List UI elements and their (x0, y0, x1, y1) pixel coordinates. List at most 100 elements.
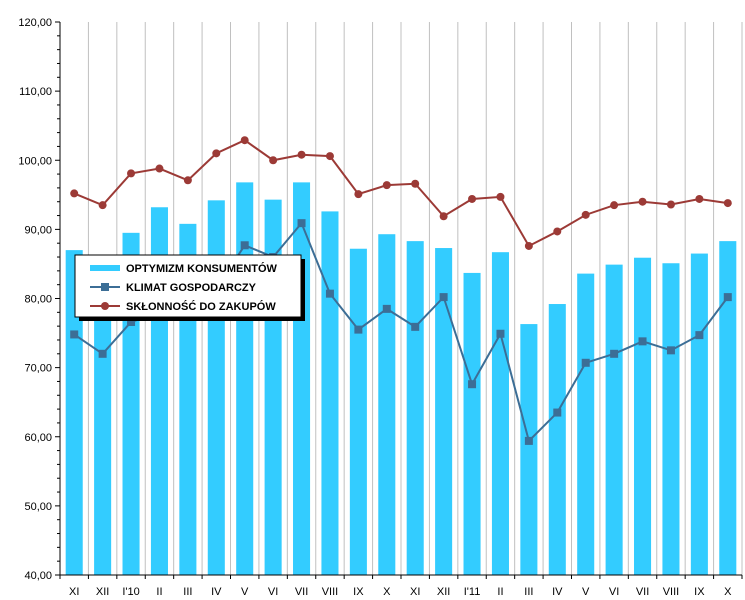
line-point (269, 156, 278, 165)
y-tick-label: 50,00 (24, 501, 52, 513)
y-tick-label: 100,00 (18, 155, 52, 167)
line-point (98, 349, 107, 358)
line-point (723, 199, 732, 208)
x-tick-label: V (582, 586, 590, 598)
x-tick-label: IV (211, 586, 222, 598)
bar (690, 253, 708, 575)
bar (349, 248, 367, 576)
x-tick-label: XI (69, 586, 79, 598)
x-tick-label: XII (96, 586, 109, 598)
line-point (411, 322, 420, 331)
y-tick-label: 60,00 (24, 432, 52, 444)
line-point (553, 227, 562, 236)
x-tick-label: II (156, 586, 162, 598)
x-tick-label: VII (295, 586, 308, 598)
line-point (297, 150, 306, 159)
bar (293, 182, 311, 575)
line-point (98, 201, 107, 210)
line-point (553, 408, 562, 417)
line-point (212, 149, 221, 158)
line-point (638, 197, 647, 206)
bar (435, 248, 453, 575)
line-point (638, 337, 647, 346)
x-tick-label: II (497, 586, 503, 598)
line-point (325, 289, 334, 298)
y-tick-label: 120,00 (18, 17, 52, 29)
x-tick-label: I'10 (122, 586, 139, 598)
line-point (496, 192, 505, 201)
line-point (496, 329, 505, 338)
line-point (468, 380, 477, 389)
line-point (325, 152, 334, 161)
legend-label-sklonnosc: SKŁONNOŚĆ DO ZAKUPÓW (126, 300, 276, 313)
line-point (354, 190, 363, 199)
x-tick-label: IX (694, 586, 705, 598)
line-point (524, 241, 533, 250)
line-point (439, 293, 448, 302)
legend-swatch-klimat-marker (101, 283, 109, 291)
x-tick-label: VIII (322, 586, 339, 598)
line-point (411, 179, 420, 188)
bar (605, 264, 623, 575)
line-point (70, 189, 79, 198)
line-series (70, 136, 732, 445)
legend: OPTYMIZM KONSUMENTÓW KLIMAT GOSPODARCZY … (74, 254, 305, 321)
line-point (240, 241, 249, 250)
line-point (240, 136, 249, 145)
x-tick-label: III (183, 586, 192, 598)
line-point (723, 293, 732, 302)
line-point (524, 436, 533, 445)
line-point (581, 210, 590, 219)
x-tick-label: X (724, 586, 732, 598)
line-point (439, 212, 448, 221)
bar (634, 257, 652, 575)
bar (94, 312, 112, 575)
bar (662, 263, 680, 575)
x-tick-label: V (241, 586, 249, 598)
legend-swatch-sklonnosc-marker (101, 302, 109, 310)
x-tick-label: VIII (663, 586, 680, 598)
line-point (610, 349, 619, 358)
line-point (354, 325, 363, 334)
y-tick-label: 80,00 (24, 294, 52, 306)
x-tick-label: VII (636, 586, 649, 598)
legend-swatch-optymizm (90, 265, 120, 271)
bar (577, 273, 595, 575)
bar (463, 272, 481, 575)
line-point (382, 304, 391, 313)
line-point (155, 164, 164, 173)
x-tick-label: VI (609, 586, 619, 598)
bar (406, 241, 424, 575)
y-tick-label: 90,00 (24, 224, 52, 236)
x-ticks: XI XII I'10 II III IV V VI VII VIII IX X XI XII I'11 II… (59, 575, 743, 598)
legend-label-optymizm: OPTYMIZM KONSUMENTÓW (126, 262, 278, 275)
x-tick-label: VI (268, 586, 278, 598)
x-tick-label: I'11 (464, 586, 481, 598)
line-point (127, 318, 136, 327)
x-tick-label: IX (353, 586, 364, 598)
x-tick-label: X (383, 586, 391, 598)
bar (491, 252, 509, 575)
x-tick-label: IV (552, 586, 563, 598)
y-tick-label: 40,00 (24, 570, 52, 582)
line-point (127, 169, 136, 178)
y-tick-label: 110,00 (19, 86, 52, 98)
line-point (695, 331, 704, 340)
line-point (666, 200, 675, 209)
x-tick-label: XII (437, 586, 450, 598)
bar (520, 324, 538, 575)
bar (65, 250, 83, 576)
bar (236, 182, 254, 575)
bar (719, 241, 737, 575)
line-point (468, 194, 477, 203)
series-line (73, 139, 728, 248)
line-point (382, 181, 391, 190)
grid-lines (87, 22, 743, 575)
y-tick-label: 70,00 (24, 363, 52, 375)
bar (548, 304, 566, 575)
line-point (183, 176, 192, 185)
line-point (695, 194, 704, 203)
bar (321, 211, 339, 575)
x-tick-label: XI (410, 586, 420, 598)
